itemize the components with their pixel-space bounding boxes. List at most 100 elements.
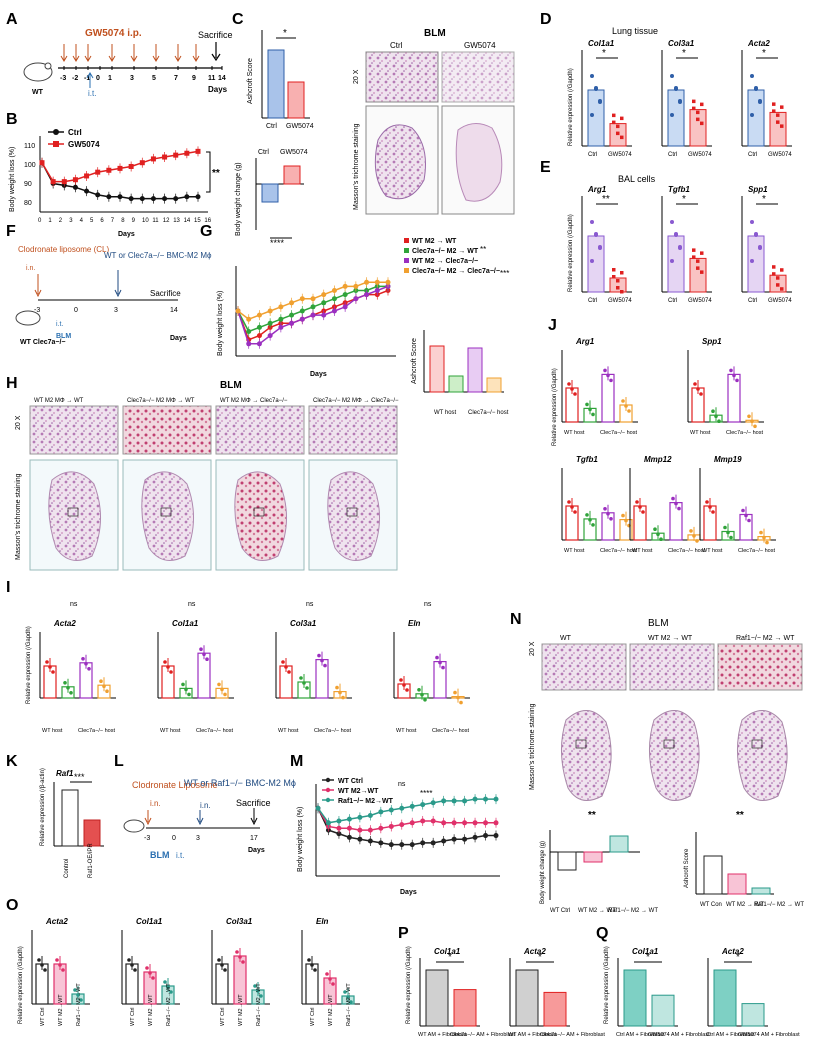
- panel-b-bracket: [206, 151, 211, 193]
- data-point: [693, 382, 697, 386]
- panel-m-series: [315, 794, 499, 850]
- legend-marker: [325, 787, 331, 793]
- legend-marker: [404, 238, 409, 243]
- data-point: [259, 994, 263, 998]
- sig-label: *: [682, 194, 686, 205]
- data-point: [284, 665, 288, 669]
- x-tick-label: 14: [184, 218, 191, 224]
- x-tick-label: 12: [163, 218, 170, 224]
- data-point: [399, 805, 405, 811]
- panel-f-sac: Sacrifice: [150, 289, 181, 298]
- data-point: [638, 505, 642, 509]
- data-point: [39, 160, 45, 166]
- gene-title: Col1a1: [632, 947, 659, 956]
- data-point: [435, 655, 439, 660]
- data-point: [670, 220, 674, 224]
- drug-arrow-icon: [60, 44, 68, 62]
- data-point: [299, 316, 305, 322]
- data-point: [235, 950, 239, 954]
- data-point: [750, 259, 754, 263]
- data-point: [696, 387, 700, 391]
- data-point: [199, 647, 203, 651]
- data-point: [139, 160, 145, 166]
- panel-f-day2: 3: [114, 307, 118, 314]
- panel-k-label: K: [6, 753, 18, 770]
- panel-b-sig: **: [212, 168, 220, 179]
- timeline-day-label: 14: [218, 75, 226, 82]
- data-point: [573, 510, 577, 514]
- panel-n-blm: BLM: [648, 618, 669, 629]
- data-point: [692, 255, 696, 259]
- data-point: [102, 684, 106, 688]
- panel-c-label: C: [232, 11, 244, 28]
- data-point: [267, 333, 273, 339]
- data-point: [590, 74, 594, 78]
- gene-title: Col1a1: [588, 39, 615, 48]
- data-point: [48, 665, 52, 669]
- data-point: [570, 505, 574, 509]
- y-axis-label: Relative expression (/Gapdh): [406, 946, 412, 1024]
- data-point: [621, 399, 625, 403]
- data-point: [620, 116, 624, 121]
- panel-n-bw-g3: Raf1−/− M2 → WT: [608, 908, 658, 914]
- data-point: [302, 681, 306, 685]
- data-point: [106, 167, 112, 173]
- sig-label: *: [646, 952, 650, 963]
- data-point: [723, 525, 727, 530]
- x-tick-label: 16: [204, 218, 211, 224]
- data-point: [353, 283, 359, 289]
- host-label: WT host: [564, 430, 585, 436]
- panel-c-bw-gw: GW5074: [280, 149, 308, 156]
- data-point: [169, 670, 173, 674]
- data-point: [336, 831, 342, 837]
- bar-treated: [769, 111, 787, 147]
- data-point: [451, 836, 457, 842]
- data-point: [430, 840, 436, 846]
- panel-h-histology: BLM WT M2 MΦ → WT Clec7a−/− M2 MΦ → WT WT …: [15, 380, 399, 571]
- data-point: [483, 796, 489, 802]
- data-point: [780, 268, 784, 272]
- group-label: WT AM + Fibroblast: [508, 1032, 557, 1038]
- data-point: [692, 99, 696, 104]
- group-label: WT M2→WT: [328, 994, 334, 1026]
- data-point: [441, 838, 447, 844]
- data-point: [133, 968, 137, 972]
- data-point: [692, 106, 696, 111]
- data-point: [708, 505, 712, 509]
- bar-ctrl: [515, 969, 539, 1027]
- zoom-box: [346, 507, 358, 517]
- gene-title: Tgfb1: [668, 185, 690, 194]
- data-point: [594, 232, 598, 236]
- data-point: [726, 530, 730, 535]
- panel-i-label: I: [6, 579, 10, 596]
- data-point: [299, 676, 303, 680]
- data-point: [79, 998, 83, 1002]
- data-point: [570, 387, 574, 391]
- panel-d-label: D: [540, 11, 552, 28]
- data-point: [590, 113, 594, 117]
- data-point: [758, 99, 762, 103]
- panel-k-ylabel: Relative expression (/β-actin): [40, 768, 46, 846]
- bar-treated: [689, 257, 707, 293]
- histology-col-label: WT M2 MΦ → WT: [34, 398, 84, 404]
- data-point: [402, 683, 406, 687]
- panel-n-score-g1: WT Con: [700, 902, 722, 908]
- panel-f-day1: 0: [74, 307, 78, 314]
- panel-m-ylabel: Body weight loss (%): [297, 807, 304, 872]
- host-label: WT host: [278, 728, 299, 734]
- data-point: [310, 312, 316, 318]
- data-point: [45, 660, 49, 664]
- data-point: [310, 296, 316, 302]
- micro-image: [29, 405, 119, 455]
- legend-label: WT Ctrl: [338, 778, 363, 785]
- panel-n: BLM WT WT M2 → WT Raf1−/− M2 → WT 20 X Mas…: [529, 618, 804, 914]
- group-label: WT Ctrl: [130, 1007, 136, 1026]
- x-tick-label: 6: [100, 218, 104, 224]
- group-label: GW5074: [768, 298, 792, 304]
- data-point: [307, 958, 311, 962]
- group-label: GW5074: [768, 152, 792, 158]
- mouse-icon-l: [123, 819, 145, 833]
- data-point: [69, 691, 73, 695]
- data-point: [472, 834, 478, 840]
